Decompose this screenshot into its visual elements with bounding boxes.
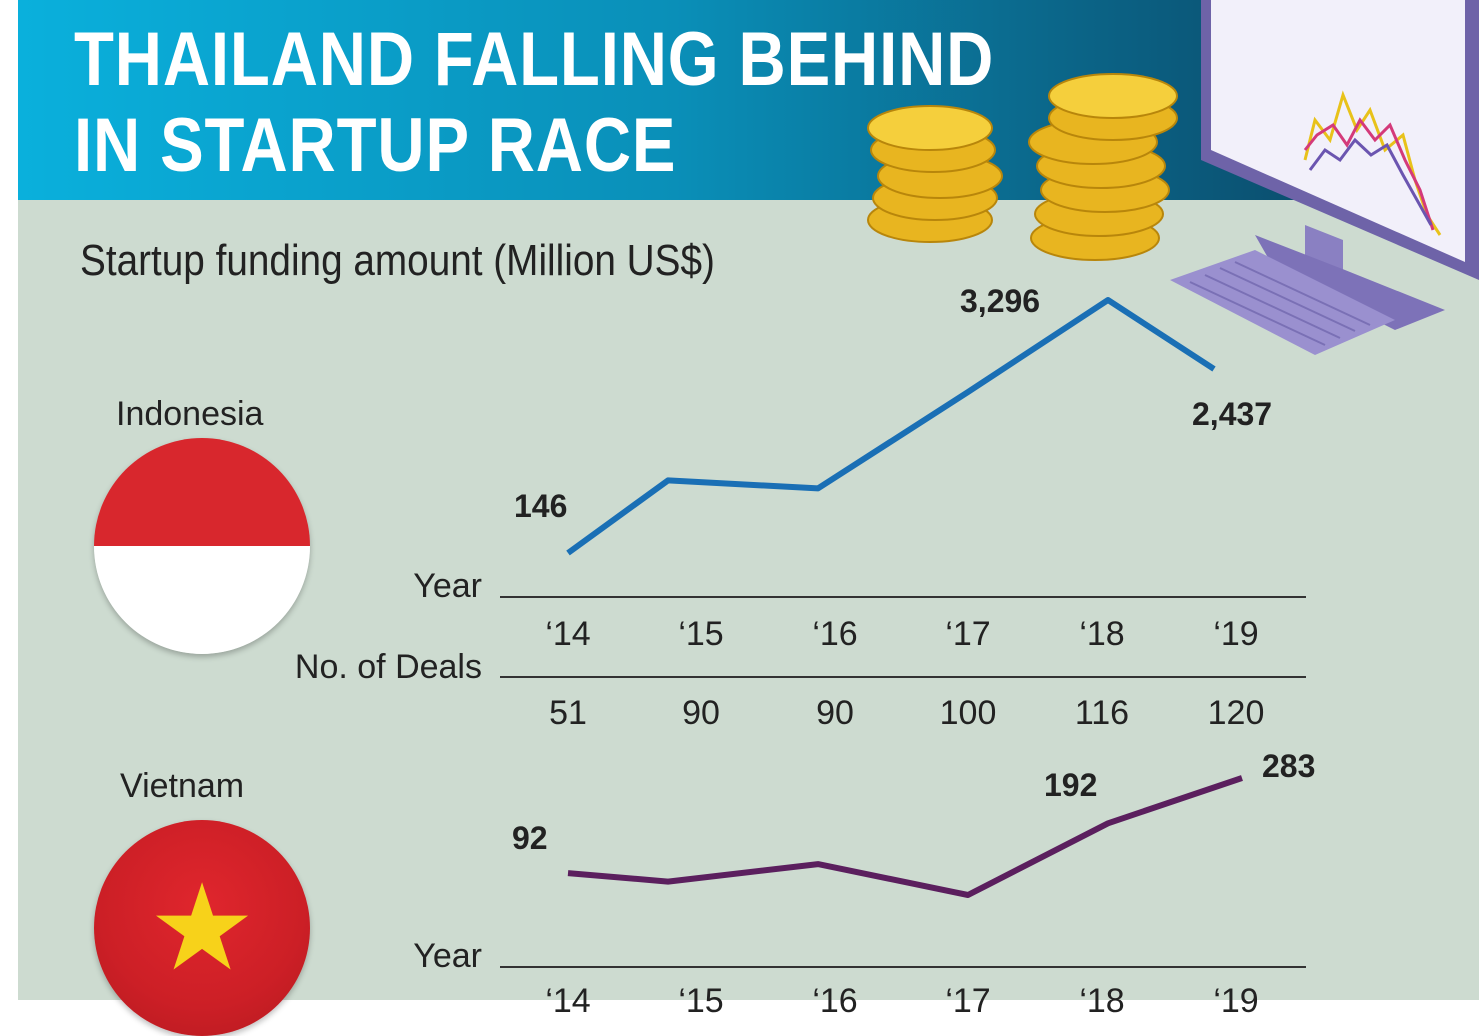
vietnam-year-axis [500, 966, 1306, 968]
star-icon: ★ [148, 861, 256, 995]
title-line-2: IN STARTUP RACE [74, 103, 677, 188]
indonesia-tick: ‘19 [1213, 615, 1259, 653]
computer-illustration [1170, 0, 1479, 355]
vietnam-tick: ‘14 [545, 982, 591, 1020]
indonesia-deal-count: 120 [1207, 694, 1265, 732]
indonesia-deal-count: 90 [682, 694, 720, 732]
indonesia-value-label: 146 [514, 488, 568, 524]
vietnam-flag-icon: ★ [94, 820, 310, 1036]
indonesia-flag-icon [94, 438, 310, 654]
vietnam-tick: ‘15 [678, 982, 724, 1020]
indonesia-label: Indonesia [116, 395, 264, 433]
indonesia-tick: ‘18 [1079, 615, 1125, 653]
indonesia-value-label: 2,437 [1192, 396, 1273, 432]
vietnam-tick: ‘17 [945, 982, 991, 1020]
indonesia-tick: ‘17 [945, 615, 991, 653]
coins-illustration [867, 73, 1178, 261]
title-line-1: THAILAND FALLING BEHIND [74, 17, 995, 102]
chart-subtitle: Startup funding amount (Million US$) [80, 236, 715, 285]
vietnam-year-label: Year [413, 937, 482, 975]
vietnam-value-label: 192 [1044, 767, 1098, 803]
indonesia-tick: ‘14 [545, 615, 591, 653]
indonesia-deals-axis [500, 676, 1306, 678]
vietnam-label: Vietnam [120, 767, 245, 805]
vietnam-tick: ‘19 [1213, 982, 1259, 1020]
indonesia-value-label: 3,296 [960, 283, 1041, 319]
vietnam-tick: ‘16 [812, 982, 858, 1020]
indonesia-year-axis [500, 596, 1306, 598]
indonesia-deals-label: No. of Deals [294, 648, 482, 686]
indonesia-year-label: Year [413, 567, 482, 605]
indonesia-deal-count: 116 [1074, 694, 1130, 732]
indonesia-deal-count: 90 [816, 694, 854, 732]
vietnam-tick: ‘18 [1079, 982, 1125, 1020]
vietnam-value-label: 283 [1262, 748, 1316, 784]
indonesia-deal-count: 100 [939, 694, 997, 732]
vietnam-value-label: 92 [512, 820, 548, 856]
indonesia-tick: ‘15 [678, 615, 724, 653]
indonesia-deal-count: 51 [549, 694, 587, 732]
indonesia-tick: ‘16 [812, 615, 858, 653]
